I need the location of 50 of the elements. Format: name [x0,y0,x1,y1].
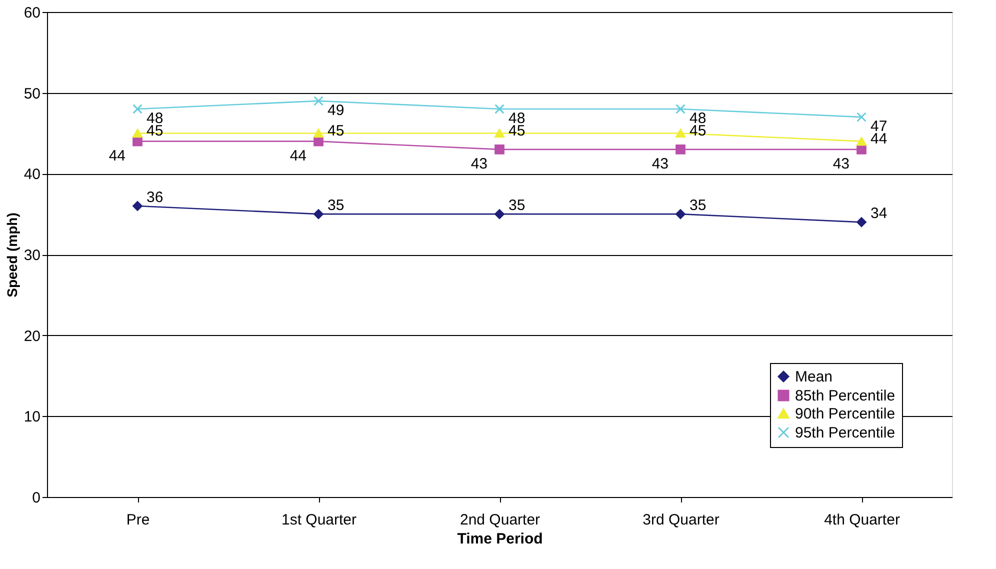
x-tick-label: 3rd Quarter [642,512,720,528]
point [856,112,866,122]
y-tick-label: 30 [24,247,40,264]
y-tick-label: 40 [24,166,40,184]
data-label: 49 [328,102,344,119]
point [856,136,866,146]
y-tick-label: 10 [24,408,40,426]
point [132,201,142,211]
point [314,96,324,106]
point [494,128,504,138]
point [676,128,686,138]
data-label: 35 [508,197,526,214]
data-label: 34 [870,205,888,222]
data-label: 35 [690,197,706,214]
point [494,104,504,114]
point [494,209,504,220]
point [676,104,686,114]
data-label: 43 [652,155,668,172]
data-label: 44 [290,147,306,164]
legend-label: 95th Percentile [795,424,896,442]
x-tick-label: 4th Quarter [824,512,900,528]
y-tick-label: 20 [24,328,40,345]
legend-label: 90th Percentile [795,406,896,422]
point [494,144,504,154]
legend-label: 85th Percentile [795,388,896,404]
data-label: 36 [146,189,164,206]
data-label: 44 [108,147,126,164]
legend-label: Mean [795,368,833,386]
point [314,136,324,146]
x-tick-label: 2nd Quarter [460,512,540,528]
data-label: 43 [470,155,488,172]
point [676,144,686,154]
x-tick-label: Pre [126,512,150,528]
x-axis-title: Time Period [457,530,543,548]
point [314,209,324,220]
point [132,128,142,138]
data-label: 35 [328,197,344,214]
y-tick-label: 50 [24,85,40,102]
y-tick-label: 60 [24,4,40,22]
y-tick-label: 0 [32,490,40,506]
data-label: 44 [870,130,888,148]
x-tick-label: 1st Quarter [281,512,357,528]
data-label: 43 [832,155,850,172]
point [856,144,866,154]
y-axis-title: Speed (mph) [4,212,20,298]
point [676,209,686,220]
point [132,104,142,114]
point [314,128,324,138]
point [856,217,866,228]
point [132,136,142,146]
